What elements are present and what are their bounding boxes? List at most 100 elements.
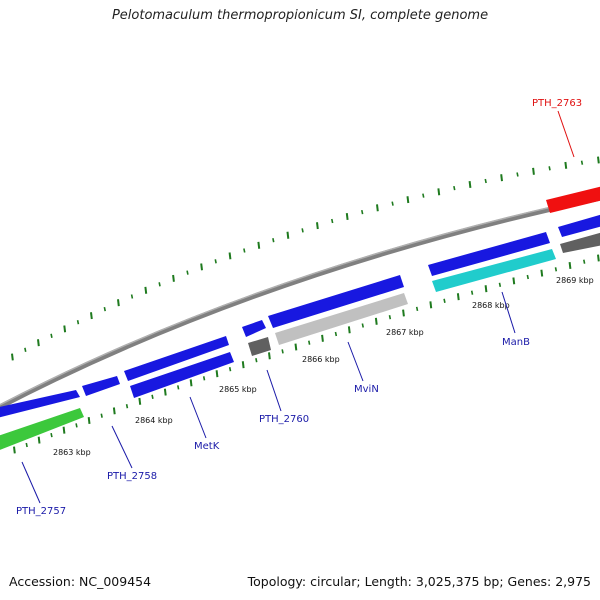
tick-mark (526, 274, 529, 280)
gene-feature[interactable] (428, 232, 550, 276)
accession-label: Accession: NC_009454 (9, 574, 152, 589)
gene-label-mvin[interactable]: MviN (354, 384, 379, 395)
tick-mark (243, 248, 246, 253)
tick-mark (402, 309, 405, 317)
gene-feature[interactable] (432, 249, 556, 292)
tick-mark (177, 385, 180, 390)
tick-mark (62, 426, 66, 434)
gene-feature[interactable] (275, 293, 408, 345)
tick-mark (87, 416, 91, 425)
scale-label-2867: 2867 kbp (386, 328, 424, 337)
tick-mark (200, 263, 203, 271)
tick-mark (568, 261, 572, 270)
tick-mark (453, 185, 456, 191)
tick-mark (189, 379, 193, 387)
tick-mark (241, 361, 245, 369)
tick-mark (268, 352, 271, 360)
gene-label-pth2763[interactable]: PTH_2763 (532, 98, 582, 109)
scale-label-2865: 2865 kbp (219, 385, 257, 394)
callout-line-pth2758 (111, 425, 133, 469)
tick-mark (583, 259, 586, 264)
callout-line-manb (501, 291, 516, 334)
tick-mark (512, 277, 516, 285)
tick-mark (63, 325, 67, 333)
scale-labels: 2863 kbp 2864 kbp 2865 kbp 2866 kbp 2867… (53, 276, 594, 457)
tick-mark (374, 317, 378, 325)
gene-label-manb[interactable]: ManB (502, 337, 530, 348)
tick-mark (24, 347, 27, 352)
gene-feature[interactable] (546, 186, 600, 213)
gene-label-pth2760[interactable]: PTH_2760 (259, 414, 309, 425)
gene-label-pth2757[interactable]: PTH_2757 (16, 506, 66, 517)
tick-mark (500, 174, 503, 182)
tick-mark (301, 228, 304, 233)
tick-mark (37, 339, 40, 347)
tick-mark (484, 285, 488, 293)
tick-mark (532, 167, 535, 175)
tick-mark (361, 209, 364, 215)
tick-mark (345, 212, 349, 221)
callout-line-metk (189, 396, 207, 439)
tick-mark (117, 299, 120, 307)
tick-mark (214, 259, 217, 264)
tick-mark (130, 294, 134, 299)
scale-label-2864: 2864 kbp (135, 416, 173, 425)
tick-mark (90, 312, 93, 320)
gene-label-pth2758[interactable]: PTH_2758 (107, 471, 157, 482)
tick-marks (11, 156, 600, 454)
tick-mark (331, 218, 334, 224)
gene-feature[interactable] (0, 408, 84, 451)
tick-mark (580, 160, 584, 165)
gene-feature[interactable] (0, 390, 80, 418)
tick-mark (391, 201, 394, 206)
tick-mark (468, 180, 472, 189)
gene-label-metk[interactable]: MetK (194, 441, 220, 452)
gene-feature[interactable] (248, 337, 271, 356)
gene-labels: PTH_2757 PTH_2758 MetK PTH_2760 MviN Man… (16, 98, 582, 517)
gene-callout-lines (21, 110, 575, 504)
backbone-arc-highlight (0, 195, 600, 406)
genome-backbone (0, 195, 600, 410)
gene-feature[interactable] (558, 214, 600, 237)
callout-line-mvin (347, 341, 364, 382)
tick-mark (498, 282, 502, 287)
tick-mark (321, 334, 324, 342)
tick-mark (75, 423, 78, 428)
tick-mark (316, 222, 319, 230)
tick-mark (376, 204, 379, 212)
tick-mark (334, 331, 338, 337)
tick-mark (228, 367, 232, 372)
tick-mark (163, 388, 167, 396)
tick-mark (202, 376, 206, 381)
tick-mark (554, 267, 558, 272)
gene-feature[interactable] (560, 232, 600, 253)
gene-feature[interactable] (82, 376, 120, 396)
tick-mark (125, 404, 129, 409)
tick-mark (437, 188, 441, 196)
tick-mark (294, 343, 298, 351)
tick-mark (415, 306, 419, 312)
tick-mark (388, 315, 392, 320)
tick-mark (172, 274, 175, 282)
tick-mark (422, 193, 425, 198)
tick-mark (564, 161, 568, 169)
tick-mark (257, 241, 261, 249)
tick-mark (215, 370, 219, 378)
gene-feature[interactable] (268, 275, 404, 328)
tick-mark (186, 270, 189, 275)
scale-label-2866: 2866 kbp (302, 355, 340, 364)
gene-feature[interactable] (124, 336, 229, 381)
gene-feature[interactable] (130, 352, 234, 398)
tick-mark (443, 298, 446, 303)
scale-label-2869: 2869 kbp (556, 276, 594, 285)
callout-line-pth2763 (557, 110, 575, 158)
tick-mark (138, 397, 142, 405)
tick-mark (470, 290, 474, 295)
tick-mark (228, 252, 232, 260)
gene-feature[interactable] (242, 320, 266, 337)
tick-mark (50, 333, 53, 338)
tick-mark (540, 269, 544, 277)
tick-mark (100, 413, 103, 418)
